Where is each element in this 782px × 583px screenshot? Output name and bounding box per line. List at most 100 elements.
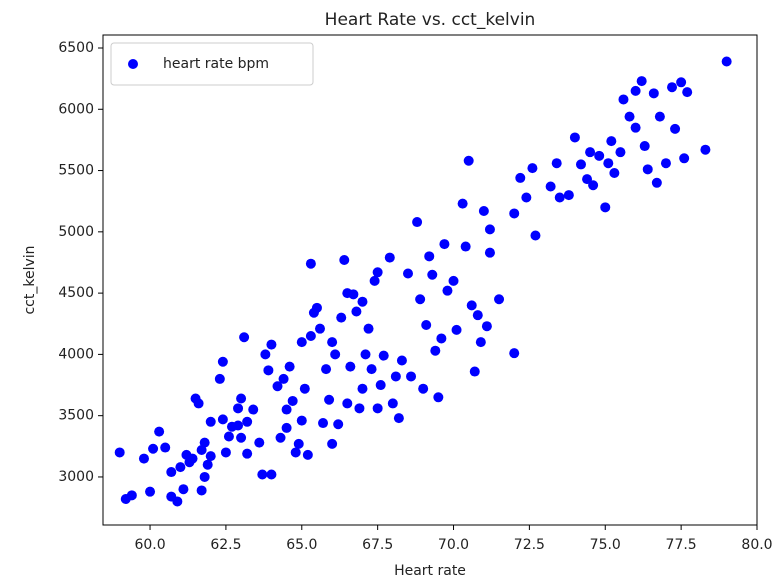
point — [196, 485, 207, 496]
point — [348, 289, 359, 300]
point — [478, 205, 489, 216]
legend-marker — [128, 59, 138, 69]
point — [554, 192, 565, 203]
point — [448, 275, 459, 286]
point — [193, 398, 204, 409]
point — [654, 111, 665, 122]
point — [618, 94, 629, 105]
point — [585, 147, 596, 158]
point — [436, 333, 447, 344]
point — [521, 192, 532, 203]
point — [609, 168, 620, 179]
point — [281, 422, 292, 433]
x-tick-label: 80.0 — [741, 537, 772, 553]
point — [415, 294, 426, 305]
point — [630, 85, 641, 96]
point — [242, 416, 253, 427]
x-tick-label: 60.0 — [134, 537, 165, 553]
point — [390, 371, 401, 382]
point — [527, 163, 538, 174]
point — [254, 437, 265, 448]
point — [457, 198, 468, 209]
point — [603, 158, 614, 169]
point — [375, 380, 386, 391]
point — [278, 373, 289, 384]
point — [175, 462, 186, 473]
point — [406, 371, 417, 382]
point — [451, 324, 462, 335]
point — [296, 415, 307, 426]
point — [372, 403, 383, 414]
x-tick-label: 75.0 — [590, 537, 621, 553]
point — [582, 174, 593, 185]
point — [205, 451, 216, 462]
chart-title: Heart Rate vs. cct_kelvin — [325, 10, 536, 30]
x-tick-label: 70.0 — [438, 537, 469, 553]
point — [721, 56, 732, 67]
plot-frame — [102, 34, 758, 526]
point — [569, 132, 580, 143]
x-tick-label: 77.5 — [666, 537, 697, 553]
point — [660, 158, 671, 169]
point — [481, 321, 492, 332]
legend-box — [110, 42, 314, 86]
y-tick-label: 3000 — [58, 469, 94, 485]
point — [160, 442, 171, 453]
point — [615, 147, 626, 158]
point — [545, 181, 556, 192]
point — [266, 469, 277, 480]
point — [475, 337, 486, 348]
legend-label: heart rate bpm — [163, 56, 269, 72]
point — [239, 332, 250, 343]
point — [233, 420, 244, 431]
point — [172, 496, 183, 507]
point — [290, 447, 301, 458]
y-tick-label: 3500 — [58, 408, 94, 424]
point — [460, 241, 471, 252]
point — [484, 247, 495, 258]
point — [205, 416, 216, 427]
point — [266, 339, 277, 350]
point — [372, 267, 383, 278]
point — [509, 348, 520, 359]
point — [217, 356, 228, 367]
point — [384, 252, 395, 263]
point — [667, 82, 678, 93]
point — [233, 403, 244, 414]
point — [236, 393, 247, 404]
point — [466, 300, 477, 311]
point — [314, 323, 325, 334]
point — [327, 438, 338, 449]
point — [299, 383, 310, 394]
point — [330, 349, 341, 360]
point — [178, 484, 189, 495]
point — [387, 398, 398, 409]
point — [551, 158, 562, 169]
point — [148, 443, 159, 454]
y-tick-label: 5000 — [58, 224, 94, 240]
point — [427, 269, 438, 280]
point — [248, 404, 259, 415]
point — [494, 294, 505, 305]
point — [594, 150, 605, 161]
point — [287, 395, 298, 406]
x-tick-label: 65.0 — [286, 537, 317, 553]
point — [302, 449, 313, 460]
point — [360, 349, 371, 360]
point — [378, 350, 389, 361]
point — [421, 319, 432, 330]
point — [472, 310, 483, 321]
point — [257, 469, 268, 480]
point — [357, 296, 368, 307]
point — [272, 381, 283, 392]
point — [418, 383, 429, 394]
y-tick-label: 4000 — [58, 346, 94, 362]
point — [651, 177, 662, 188]
point — [199, 471, 210, 482]
point — [430, 345, 441, 356]
point — [126, 490, 137, 501]
point — [463, 155, 474, 166]
point — [305, 331, 316, 342]
point — [223, 431, 234, 442]
